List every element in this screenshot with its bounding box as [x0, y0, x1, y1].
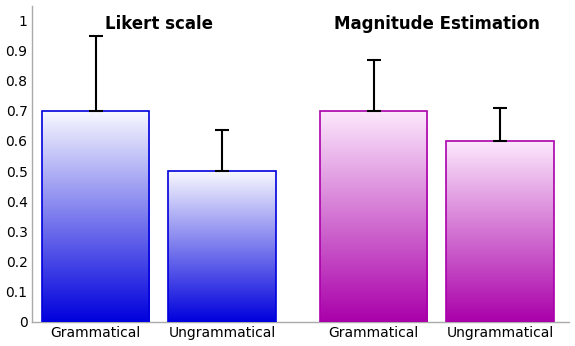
Text: Magnitude Estimation: Magnitude Estimation	[334, 15, 540, 33]
Bar	[42, 111, 150, 321]
Bar	[320, 111, 427, 321]
Text: Likert scale: Likert scale	[105, 15, 213, 33]
Bar	[446, 141, 554, 321]
Bar	[168, 171, 275, 321]
